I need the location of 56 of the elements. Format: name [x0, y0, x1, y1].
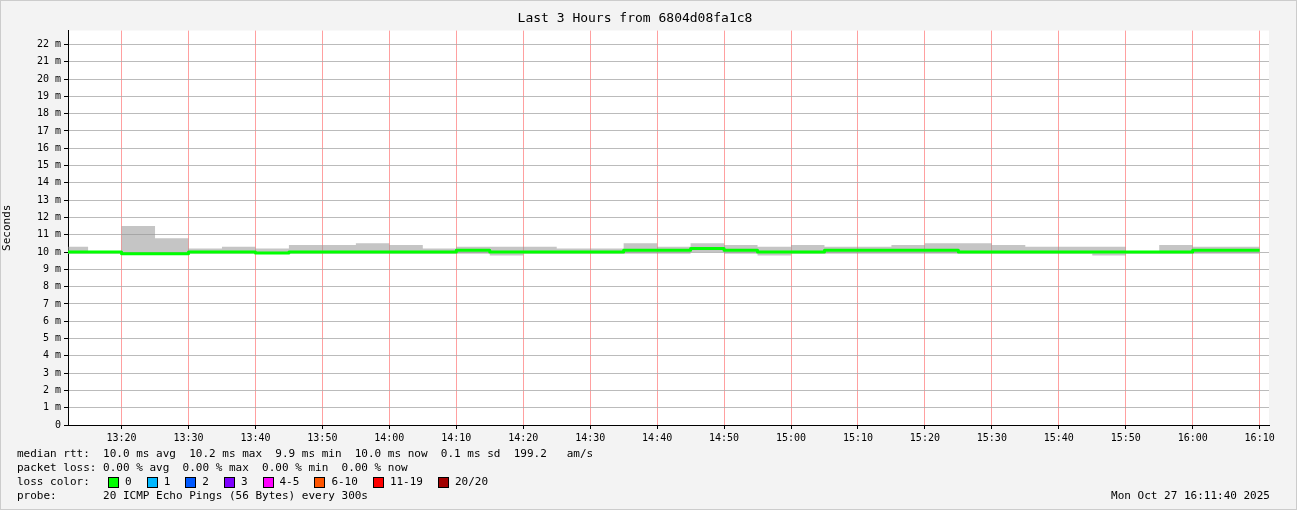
x-tick-label: 13:20: [106, 431, 137, 443]
y-tick-label: 14 m: [36, 176, 61, 188]
y-tick-label: 11 m: [36, 228, 61, 240]
x-tick-label: 14:00: [374, 431, 405, 443]
legend-label: 6-10: [331, 475, 358, 489]
y-tick-label: 3 m: [42, 366, 61, 378]
y-tick-label: 10 m: [36, 245, 61, 257]
legend-title: loss color:: [17, 475, 91, 489]
y-tick-label: 20 m: [36, 72, 61, 84]
x-tick-label: 14:20: [508, 431, 539, 443]
text: probe: 20 ICMP Echo Pings (56 Bytes) every 300s: [17, 489, 368, 502]
x-tick-label: 15:10: [842, 431, 874, 443]
y-tick-label: 12 m: [36, 211, 61, 223]
legend-label: 4-5: [279, 475, 300, 489]
x-tick-label: 14:30: [575, 431, 606, 443]
legend-label: 3: [240, 475, 248, 489]
x-tick-label: 16:00: [1177, 431, 1208, 443]
y-tick-label: 1 m: [42, 401, 61, 413]
y-tick-label: 17 m: [36, 124, 61, 136]
y-tick-label: 4 m: [42, 349, 61, 361]
x-tick-label: 14:40: [642, 431, 673, 443]
text: packet loss: 0.00 % avg 0.00 % max 0.00 % min 0.00 % now: [17, 461, 409, 475]
y-tick-label: 7 m: [42, 297, 61, 309]
y-tick-label: 18 m: [36, 107, 61, 119]
x-tick-label: 13:40: [240, 431, 271, 443]
x-tick-label: 15:00: [775, 431, 807, 443]
y-tick-label: 9 m: [42, 262, 61, 274]
y-tick-label: 5 m: [42, 332, 61, 344]
y-axis-title: Seconds: [0, 204, 14, 251]
x-tick-label: 15:20: [909, 431, 940, 443]
y-tick-label: 8 m: [42, 280, 61, 292]
x-tick-label: 15:50: [1110, 431, 1141, 443]
y-tick-label: 0: [54, 418, 61, 430]
y-tick-label: 2 m: [42, 384, 61, 395]
y-tick-label: 19 m: [36, 89, 61, 101]
y-tick-label: 13 m: [36, 193, 61, 205]
x-tick-label: 14:50: [709, 431, 740, 443]
text: Mon Oct 27 16:11:40 2025: [1111, 489, 1270, 503]
legend-label: 0: [125, 475, 132, 489]
y-tick-label: 15 m: [36, 159, 61, 171]
legend-label: 11-19: [389, 475, 423, 489]
y-tick-label: 21 m: [36, 55, 61, 67]
legend-label: 20/20: [455, 475, 489, 489]
x-tick-label: 15:30: [976, 431, 1007, 443]
x-tick-label: 14:10: [441, 431, 472, 443]
legend-label: 1: [163, 475, 171, 489]
x-tick-label: 15:40: [1043, 431, 1074, 443]
x-tick-label: 13:30: [173, 431, 204, 443]
text: median rtt: 10.0 ms avg 10.2 ms max 9.9 ms min 10.0 ms now 0.1 ms sd 199.2 am/s: [17, 447, 595, 461]
chart-title: Last 3 Hours from 6804d08fa1c8: [517, 10, 753, 26]
y-tick-label: 16 m: [36, 141, 61, 153]
y-tick-label: 6 m: [42, 314, 61, 326]
y-tick-label: 22 m: [36, 38, 61, 50]
x-tick-label: 16:10: [1244, 431, 1275, 443]
legend-label: 2: [202, 475, 209, 489]
x-tick-label: 13:50: [307, 431, 338, 443]
